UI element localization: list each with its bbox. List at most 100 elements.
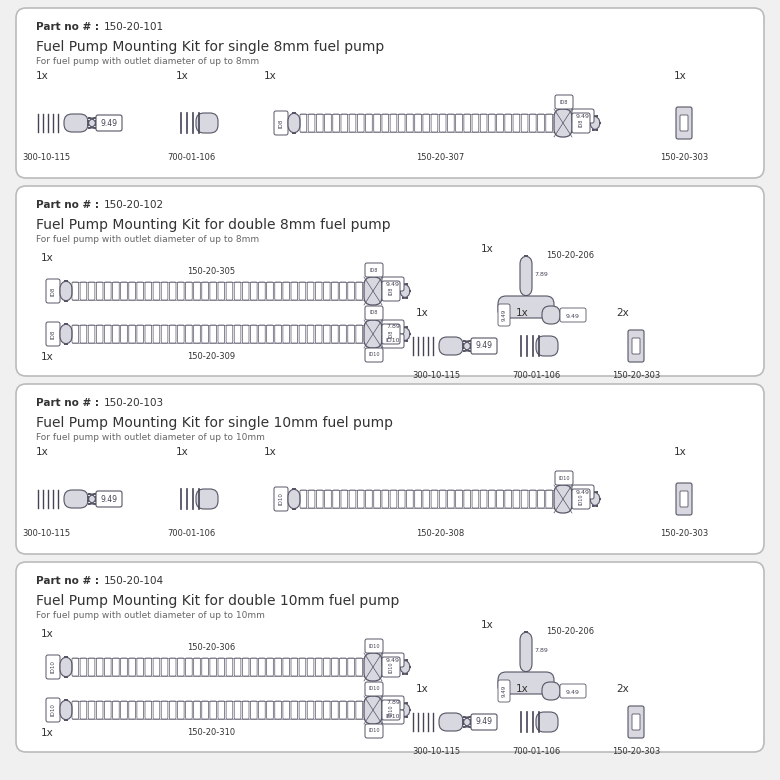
Text: 150-20-305: 150-20-305 — [187, 267, 235, 276]
Text: 9.49: 9.49 — [386, 658, 400, 662]
Text: Fuel Pump Mounting Kit for double 10mm fuel pump: Fuel Pump Mounting Kit for double 10mm f… — [36, 594, 399, 608]
FancyBboxPatch shape — [288, 113, 300, 133]
FancyBboxPatch shape — [382, 320, 404, 334]
FancyBboxPatch shape — [365, 263, 383, 277]
FancyBboxPatch shape — [536, 712, 558, 732]
FancyBboxPatch shape — [400, 327, 410, 341]
Text: 150-20-303: 150-20-303 — [660, 529, 708, 538]
FancyBboxPatch shape — [382, 324, 400, 344]
FancyBboxPatch shape — [520, 256, 532, 296]
Text: 150-20-206: 150-20-206 — [546, 627, 594, 636]
Text: 1x: 1x — [41, 728, 54, 738]
FancyBboxPatch shape — [463, 717, 471, 727]
FancyBboxPatch shape — [536, 336, 558, 356]
Text: 150-20-308: 150-20-308 — [416, 529, 464, 538]
Text: 150-20-102: 150-20-102 — [104, 200, 164, 210]
FancyBboxPatch shape — [382, 696, 404, 710]
FancyBboxPatch shape — [382, 700, 400, 720]
FancyBboxPatch shape — [680, 115, 688, 131]
Text: 700-01-106: 700-01-106 — [512, 747, 560, 756]
Text: ID10: ID10 — [51, 661, 55, 673]
Text: 700-01-106: 700-01-106 — [512, 371, 560, 380]
Text: 1x: 1x — [416, 308, 429, 318]
Text: ID8: ID8 — [278, 119, 283, 128]
Text: 1x: 1x — [481, 620, 494, 630]
Text: 1x: 1x — [41, 253, 54, 263]
FancyBboxPatch shape — [463, 341, 471, 351]
Text: 1x: 1x — [176, 447, 189, 457]
FancyBboxPatch shape — [96, 491, 122, 507]
Text: 150-20-101: 150-20-101 — [104, 22, 164, 32]
Text: ID10: ID10 — [278, 492, 283, 505]
FancyBboxPatch shape — [365, 724, 383, 738]
FancyBboxPatch shape — [572, 113, 590, 133]
FancyBboxPatch shape — [64, 114, 88, 132]
Text: 1x: 1x — [516, 308, 529, 318]
Text: 7.89: 7.89 — [386, 700, 400, 705]
FancyBboxPatch shape — [471, 338, 497, 354]
FancyBboxPatch shape — [498, 304, 510, 326]
Text: ID10: ID10 — [386, 714, 400, 719]
FancyBboxPatch shape — [46, 698, 60, 722]
Text: ID8: ID8 — [579, 119, 583, 127]
Text: 9.49: 9.49 — [566, 690, 580, 694]
Text: ID10: ID10 — [558, 476, 569, 480]
FancyBboxPatch shape — [60, 700, 72, 720]
Text: 150-20-303: 150-20-303 — [660, 153, 708, 162]
FancyBboxPatch shape — [288, 489, 300, 509]
Text: 1x: 1x — [36, 447, 48, 457]
FancyBboxPatch shape — [560, 308, 586, 322]
FancyBboxPatch shape — [64, 490, 88, 508]
Text: For fuel pump with outlet diameter of up to 8mm: For fuel pump with outlet diameter of up… — [36, 235, 259, 244]
Text: 700-01-106: 700-01-106 — [167, 153, 215, 162]
Text: 700-01-106: 700-01-106 — [167, 529, 215, 538]
FancyBboxPatch shape — [364, 277, 382, 305]
Text: 7.89: 7.89 — [386, 324, 400, 329]
Text: 150-20-309: 150-20-309 — [187, 352, 235, 361]
FancyBboxPatch shape — [60, 657, 72, 677]
Text: 9.49: 9.49 — [566, 314, 580, 318]
FancyBboxPatch shape — [382, 334, 404, 348]
Text: Part no # :: Part no # : — [36, 576, 99, 586]
Text: 7.89: 7.89 — [534, 271, 548, 276]
Text: 300-10-115: 300-10-115 — [412, 371, 460, 380]
FancyBboxPatch shape — [60, 281, 72, 301]
FancyBboxPatch shape — [572, 485, 594, 499]
Text: 9.49: 9.49 — [101, 119, 118, 127]
FancyBboxPatch shape — [46, 655, 60, 679]
Text: ID10: ID10 — [368, 686, 380, 692]
Text: 300-10-115: 300-10-115 — [22, 529, 70, 538]
Text: Part no # :: Part no # : — [36, 398, 99, 408]
FancyBboxPatch shape — [16, 384, 764, 554]
Text: 9.49: 9.49 — [476, 342, 492, 350]
FancyBboxPatch shape — [364, 653, 382, 681]
Text: ID10: ID10 — [388, 661, 393, 672]
FancyBboxPatch shape — [439, 713, 463, 731]
FancyBboxPatch shape — [498, 296, 554, 318]
Text: 9.49: 9.49 — [576, 114, 590, 119]
FancyBboxPatch shape — [60, 324, 72, 344]
Text: 150-20-103: 150-20-103 — [104, 398, 164, 408]
FancyBboxPatch shape — [498, 672, 554, 694]
Text: ID8: ID8 — [51, 329, 55, 339]
Text: 2x: 2x — [616, 308, 629, 318]
Text: 150-20-310: 150-20-310 — [187, 728, 235, 737]
FancyBboxPatch shape — [554, 485, 572, 513]
Text: 150-20-104: 150-20-104 — [104, 576, 164, 586]
Text: Part no # :: Part no # : — [36, 22, 99, 32]
Text: ID10: ID10 — [386, 339, 400, 343]
Text: ID10: ID10 — [51, 704, 55, 717]
Text: Fuel Pump Mounting Kit for double 8mm fuel pump: Fuel Pump Mounting Kit for double 8mm fu… — [36, 218, 391, 232]
Text: Fuel Pump Mounting Kit for single 10mm fuel pump: Fuel Pump Mounting Kit for single 10mm f… — [36, 416, 393, 430]
Text: ID10: ID10 — [368, 729, 380, 733]
Text: 300-10-115: 300-10-115 — [22, 153, 70, 162]
Text: ID8: ID8 — [370, 268, 378, 272]
FancyBboxPatch shape — [364, 320, 382, 348]
Text: 1x: 1x — [674, 447, 686, 457]
FancyBboxPatch shape — [590, 116, 600, 130]
Text: 150-20-306: 150-20-306 — [187, 643, 235, 652]
FancyBboxPatch shape — [590, 492, 600, 506]
Text: ID10: ID10 — [579, 493, 583, 505]
Text: 150-20-303: 150-20-303 — [612, 371, 660, 380]
Text: 1x: 1x — [36, 71, 48, 81]
